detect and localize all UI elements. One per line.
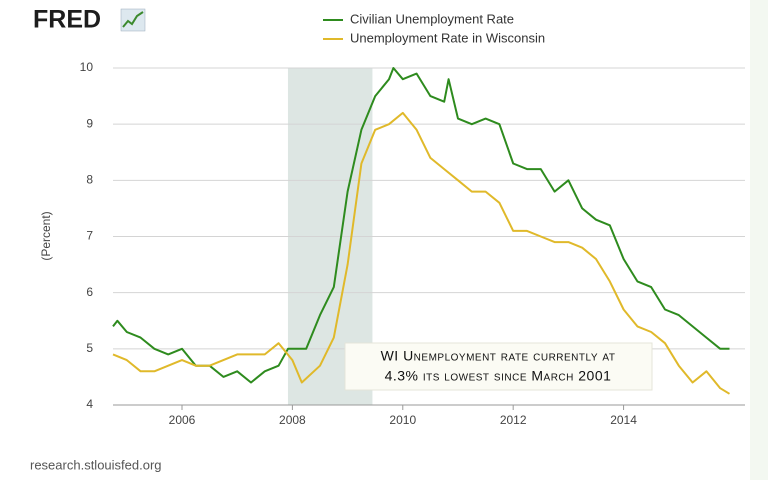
series-line — [112, 67, 730, 384]
y-tick-label: 7 — [86, 229, 93, 243]
x-tick-label: 2010 — [389, 413, 416, 427]
y-tick-label: 10 — [80, 60, 94, 74]
y-tick-label: 6 — [86, 285, 93, 299]
annotation-text: WI Unemployment rate currently at — [381, 348, 616, 364]
y-tick-label: 9 — [86, 116, 93, 130]
x-tick-label: 2012 — [500, 413, 527, 427]
chart-background — [0, 0, 750, 480]
y-tick-label: 4 — [86, 397, 93, 411]
y-tick-label: 8 — [86, 173, 93, 187]
legend-label: Unemployment Rate in Wisconsin — [350, 30, 545, 45]
x-tick-label: 2006 — [169, 413, 196, 427]
x-tick-label: 2014 — [610, 413, 637, 427]
legend-label: Civilian Unemployment Rate — [350, 11, 514, 26]
annotation-text: 4.3% its lowest since March 2001 — [385, 368, 612, 384]
annotation-box — [344, 342, 653, 391]
logo: FRED — [33, 6, 101, 34]
y-tick-label: 5 — [86, 341, 93, 355]
y-axis-label: (Percent) — [39, 211, 53, 260]
x-tick-label: 2008 — [279, 413, 306, 427]
source: research.stlouisfed.org — [30, 457, 162, 472]
logo-icon — [120, 8, 146, 32]
series-line — [112, 111, 731, 395]
